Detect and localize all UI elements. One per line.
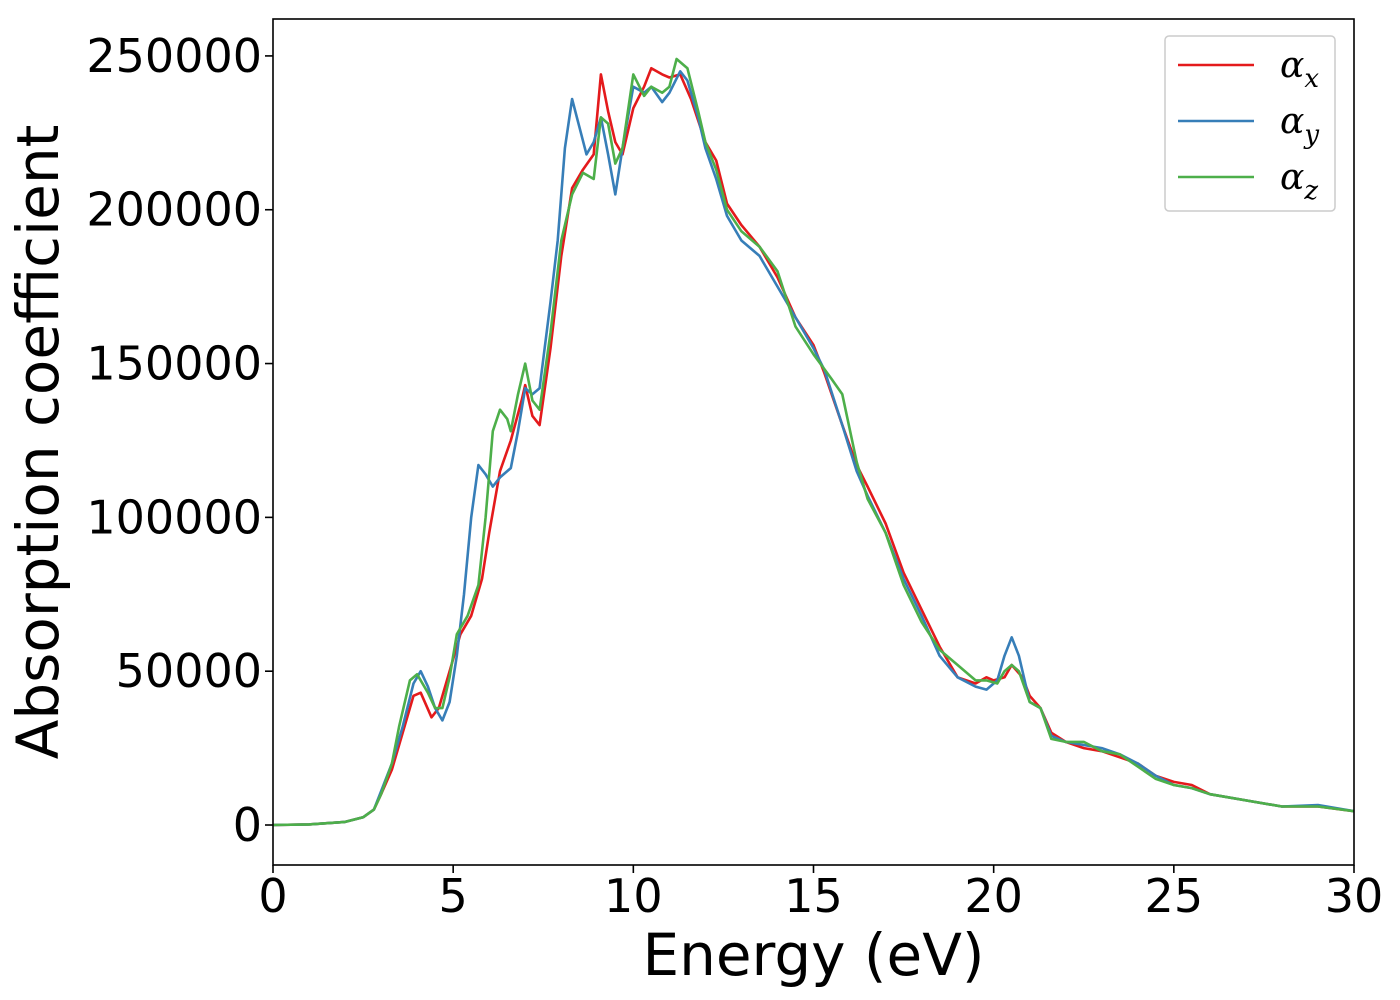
y-axis: 0 50000 100000 150000 200000 250000 [86, 29, 273, 852]
y-tick-label: 50000 [116, 644, 262, 698]
x-tick-label: 30 [1325, 869, 1384, 923]
y-axis-label: Absorption coefficient [4, 125, 72, 760]
legend-symbol: α [1280, 157, 1304, 198]
plot-border [272, 18, 1355, 866]
legend-label-x: αx [1280, 45, 1319, 94]
x-axis: 0 5 10 15 20 25 30 [258, 865, 1383, 923]
x-tick-label: 0 [258, 869, 287, 923]
legend-box [1164, 35, 1336, 212]
legend-label-y: αy [1280, 101, 1319, 150]
x-tick-label: 25 [1145, 869, 1204, 923]
legend-label-z: αz [1280, 157, 1318, 206]
y-tick-label: 100000 [86, 490, 262, 544]
legend-subscript: z [1303, 176, 1318, 206]
y-tick-label: 150000 [86, 337, 262, 391]
x-tick-label: 15 [784, 869, 843, 923]
legend-subscript: x [1304, 64, 1319, 94]
legend-symbol: α [1280, 101, 1304, 142]
series-line-z [272, 57, 1355, 827]
x-tick-label: 5 [439, 869, 468, 923]
x-tick-label: 20 [964, 869, 1023, 923]
legend-symbol: α [1280, 45, 1304, 86]
x-tick-label: 10 [604, 869, 663, 923]
series-lines [272, 57, 1355, 827]
y-tick-label: 200000 [86, 183, 262, 237]
x-axis-label: Energy (eV) [642, 921, 984, 989]
y-tick-label: 250000 [86, 29, 262, 83]
y-tick-label: 0 [233, 798, 262, 852]
legend-subscript: y [1303, 120, 1319, 150]
